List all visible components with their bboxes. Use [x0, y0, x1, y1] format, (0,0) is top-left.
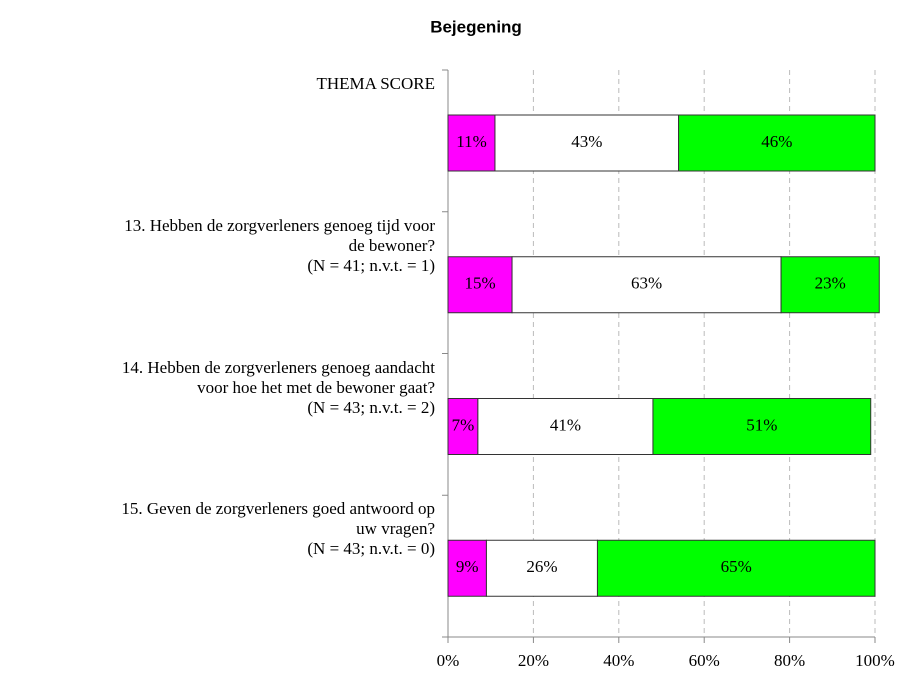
x-tick-label: 40% [603, 651, 634, 670]
data-label: 63% [631, 274, 662, 293]
data-label: 65% [721, 557, 752, 576]
bar-segment [494, 114, 680, 172]
category-label: 15. Geven de zorgverleners goed antwoord… [121, 499, 435, 559]
bar-segment [447, 256, 513, 314]
category-label: 14. Hebben de zorgverleners genoeg aanda… [121, 357, 435, 417]
bar-segment [652, 398, 872, 455]
category-label: THEMA SCORE [316, 74, 435, 93]
data-label: 51% [746, 415, 777, 434]
category-label: 13. Hebben de zorgverleners genoeg tijd … [124, 215, 435, 275]
bar-segment [678, 114, 876, 172]
x-tick-label: 100% [855, 651, 895, 670]
bar-segment [447, 539, 487, 597]
data-label: 9% [456, 557, 479, 576]
chart-title: Bejegening [430, 17, 522, 36]
data-label: 23% [815, 274, 846, 293]
bar-segment [780, 256, 880, 314]
data-label: 43% [571, 132, 602, 151]
data-label: 26% [526, 557, 557, 576]
bar-segment [477, 398, 654, 455]
data-label: 7% [452, 415, 475, 434]
x-tick-label: 60% [689, 651, 720, 670]
x-tick-label: 20% [518, 651, 549, 670]
data-label: 11% [456, 132, 487, 151]
data-label: 46% [761, 132, 792, 151]
data-label: 15% [464, 274, 495, 293]
x-tick-label: 80% [774, 651, 805, 670]
bar-segment [596, 539, 876, 597]
data-label: 41% [550, 415, 581, 434]
x-tick-label: 0% [437, 651, 460, 670]
